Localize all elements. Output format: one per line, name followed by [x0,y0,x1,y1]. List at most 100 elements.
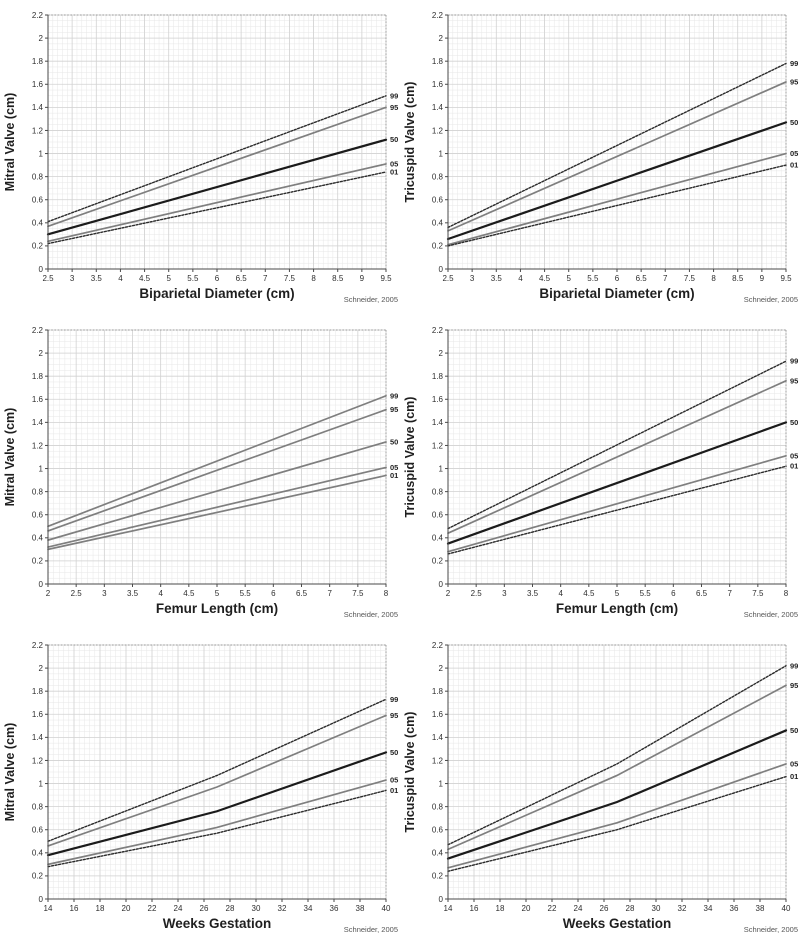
series-line-05 [47,163,387,243]
svg-text:22: 22 [148,904,157,913]
svg-text:1.2: 1.2 [32,441,44,450]
svg-text:28: 28 [626,904,635,913]
svg-text:1.4: 1.4 [432,103,444,112]
svg-text:2.2: 2.2 [32,326,44,335]
svg-text:0.8: 0.8 [32,487,44,496]
y-tick-labels: 0 0.2 0.4 0.6 0.8 1 1.2 1.4 1.6 1.8 2 2.2 [432,11,444,274]
svg-text:6.5: 6.5 [296,589,308,598]
y-tick-labels: 0 0.2 0.4 0.6 0.8 1 1.2 1.4 1.6 1.8 2 2.2 [432,641,444,904]
svg-text:2: 2 [446,589,451,598]
svg-text:5: 5 [166,274,171,283]
svg-text:0.6: 0.6 [432,196,444,205]
svg-text:2.2: 2.2 [32,641,44,650]
svg-text:6.5: 6.5 [236,274,248,283]
svg-text:0.6: 0.6 [32,196,44,205]
percentile-label-50: 50 [390,135,398,144]
plot-boundary-dotted [48,644,387,899]
svg-text:4: 4 [558,589,563,598]
svg-text:8.5: 8.5 [732,274,744,283]
svg-text:2: 2 [439,664,444,673]
svg-text:1.8: 1.8 [432,372,444,381]
series-line-01 [47,171,387,245]
svg-text:8.5: 8.5 [332,274,344,283]
svg-text:0.2: 0.2 [32,242,44,251]
svg-text:3: 3 [70,274,75,283]
svg-text:5: 5 [215,589,220,598]
percentile-label-01: 01 [790,161,798,170]
svg-text:1.6: 1.6 [432,395,444,404]
svg-text:38: 38 [356,904,365,913]
chart-tricuspid-vs-weeks: 99 95 50 05 01 0 0.2 0.4 0.6 0.8 1 1.2 1.4 1.6 1.8 2 2.2… [400,630,800,946]
series-line-01 [47,789,387,868]
series-line-99 [47,698,387,842]
svg-text:20: 20 [122,904,131,913]
major-grid [47,644,387,900]
svg-text:0.6: 0.6 [432,826,444,835]
svg-text:1.6: 1.6 [432,80,444,89]
svg-text:2.2: 2.2 [432,641,444,650]
attribution-text: Schneider, 2005 [744,925,798,934]
svg-text:2: 2 [439,34,444,43]
svg-text:38: 38 [756,904,765,913]
svg-text:8: 8 [711,274,716,283]
percentile-label-01: 01 [790,462,798,471]
plot-boundary-dotted [448,329,787,584]
chart-svg-tricuspid-vs-femur: 99 95 50 05 01 0 0.2 0.4 0.6 0.8 1 1.2 1.4 1.6 1.8 2 2.2… [403,326,798,619]
svg-text:1.6: 1.6 [32,395,44,404]
percentile-label-95: 95 [390,711,398,720]
attribution-text: Schneider, 2005 [744,610,798,619]
series-line-95 [447,684,787,851]
svg-text:8: 8 [311,274,316,283]
svg-text:0: 0 [39,895,44,904]
svg-text:1.2: 1.2 [432,126,444,135]
svg-text:1.4: 1.4 [32,418,44,427]
series-line-99 [447,360,787,530]
series-line-99 [47,95,387,223]
percentile-label-50: 50 [790,418,798,427]
series-line-95 [47,106,387,228]
series-line-99 [447,665,787,846]
svg-text:2: 2 [39,664,44,673]
percentile-label-99: 99 [790,357,798,366]
svg-text:6.5: 6.5 [696,589,708,598]
axis-spines [45,329,387,587]
percentile-label-99: 99 [790,59,798,68]
svg-text:7: 7 [327,589,332,598]
y-tick-labels: 0 0.2 0.4 0.6 0.8 1 1.2 1.4 1.6 1.8 2 2.2 [432,326,444,589]
series-line-05 [447,152,787,246]
svg-text:1: 1 [439,149,444,158]
series-line-99 [47,394,387,528]
x-tick-labels: 14 16 18 20 22 24 26 28 30 32 34 36 38 40 [444,904,791,913]
axis-spines [445,329,787,587]
x-axis-title: Femur Length (cm) [156,601,278,616]
svg-text:16: 16 [470,904,479,913]
svg-text:4.5: 4.5 [583,589,595,598]
svg-text:0.2: 0.2 [432,242,444,251]
series-line-05 [447,763,787,869]
y-tick-labels: 0 0.2 0.4 0.6 0.8 1 1.2 1.4 1.6 1.8 2 2.2 [32,326,44,589]
series-line-50 [446,121,788,241]
svg-text:0.2: 0.2 [32,557,44,566]
x-tick-labels: 2.5 3 3.5 4 4.5 5 5.5 6 6.5 7 7.5 8 8.5 9 9.5 [442,274,792,283]
svg-text:8: 8 [784,589,789,598]
series-line-50 [446,729,788,860]
percentile-label-99: 99 [390,91,398,100]
svg-text:0.6: 0.6 [32,511,44,520]
chart-mitral-vs-weeks: 99 95 50 05 01 0 0.2 0.4 0.6 0.8 1 1.2 1.4 1.6 1.8 2 2.2… [0,630,400,946]
percentile-label-95: 95 [390,103,398,112]
y-axis-title: Tricuspid Valve (cm) [403,712,417,833]
series-line-50 [46,751,388,857]
svg-text:2: 2 [39,34,44,43]
svg-text:0.4: 0.4 [32,849,44,858]
svg-text:1: 1 [439,464,444,473]
major-grid [447,329,787,585]
svg-text:3.5: 3.5 [127,589,139,598]
series-line-05 [447,454,787,553]
svg-text:1.2: 1.2 [432,441,444,450]
svg-text:5.5: 5.5 [587,274,599,283]
svg-text:0: 0 [39,265,44,274]
x-axis-title: Biparietal Diameter (cm) [539,286,694,301]
minor-grid [447,644,787,900]
svg-text:3: 3 [502,589,507,598]
